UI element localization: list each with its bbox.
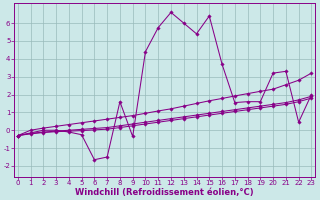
X-axis label: Windchill (Refroidissement éolien,°C): Windchill (Refroidissement éolien,°C) bbox=[75, 188, 254, 197]
